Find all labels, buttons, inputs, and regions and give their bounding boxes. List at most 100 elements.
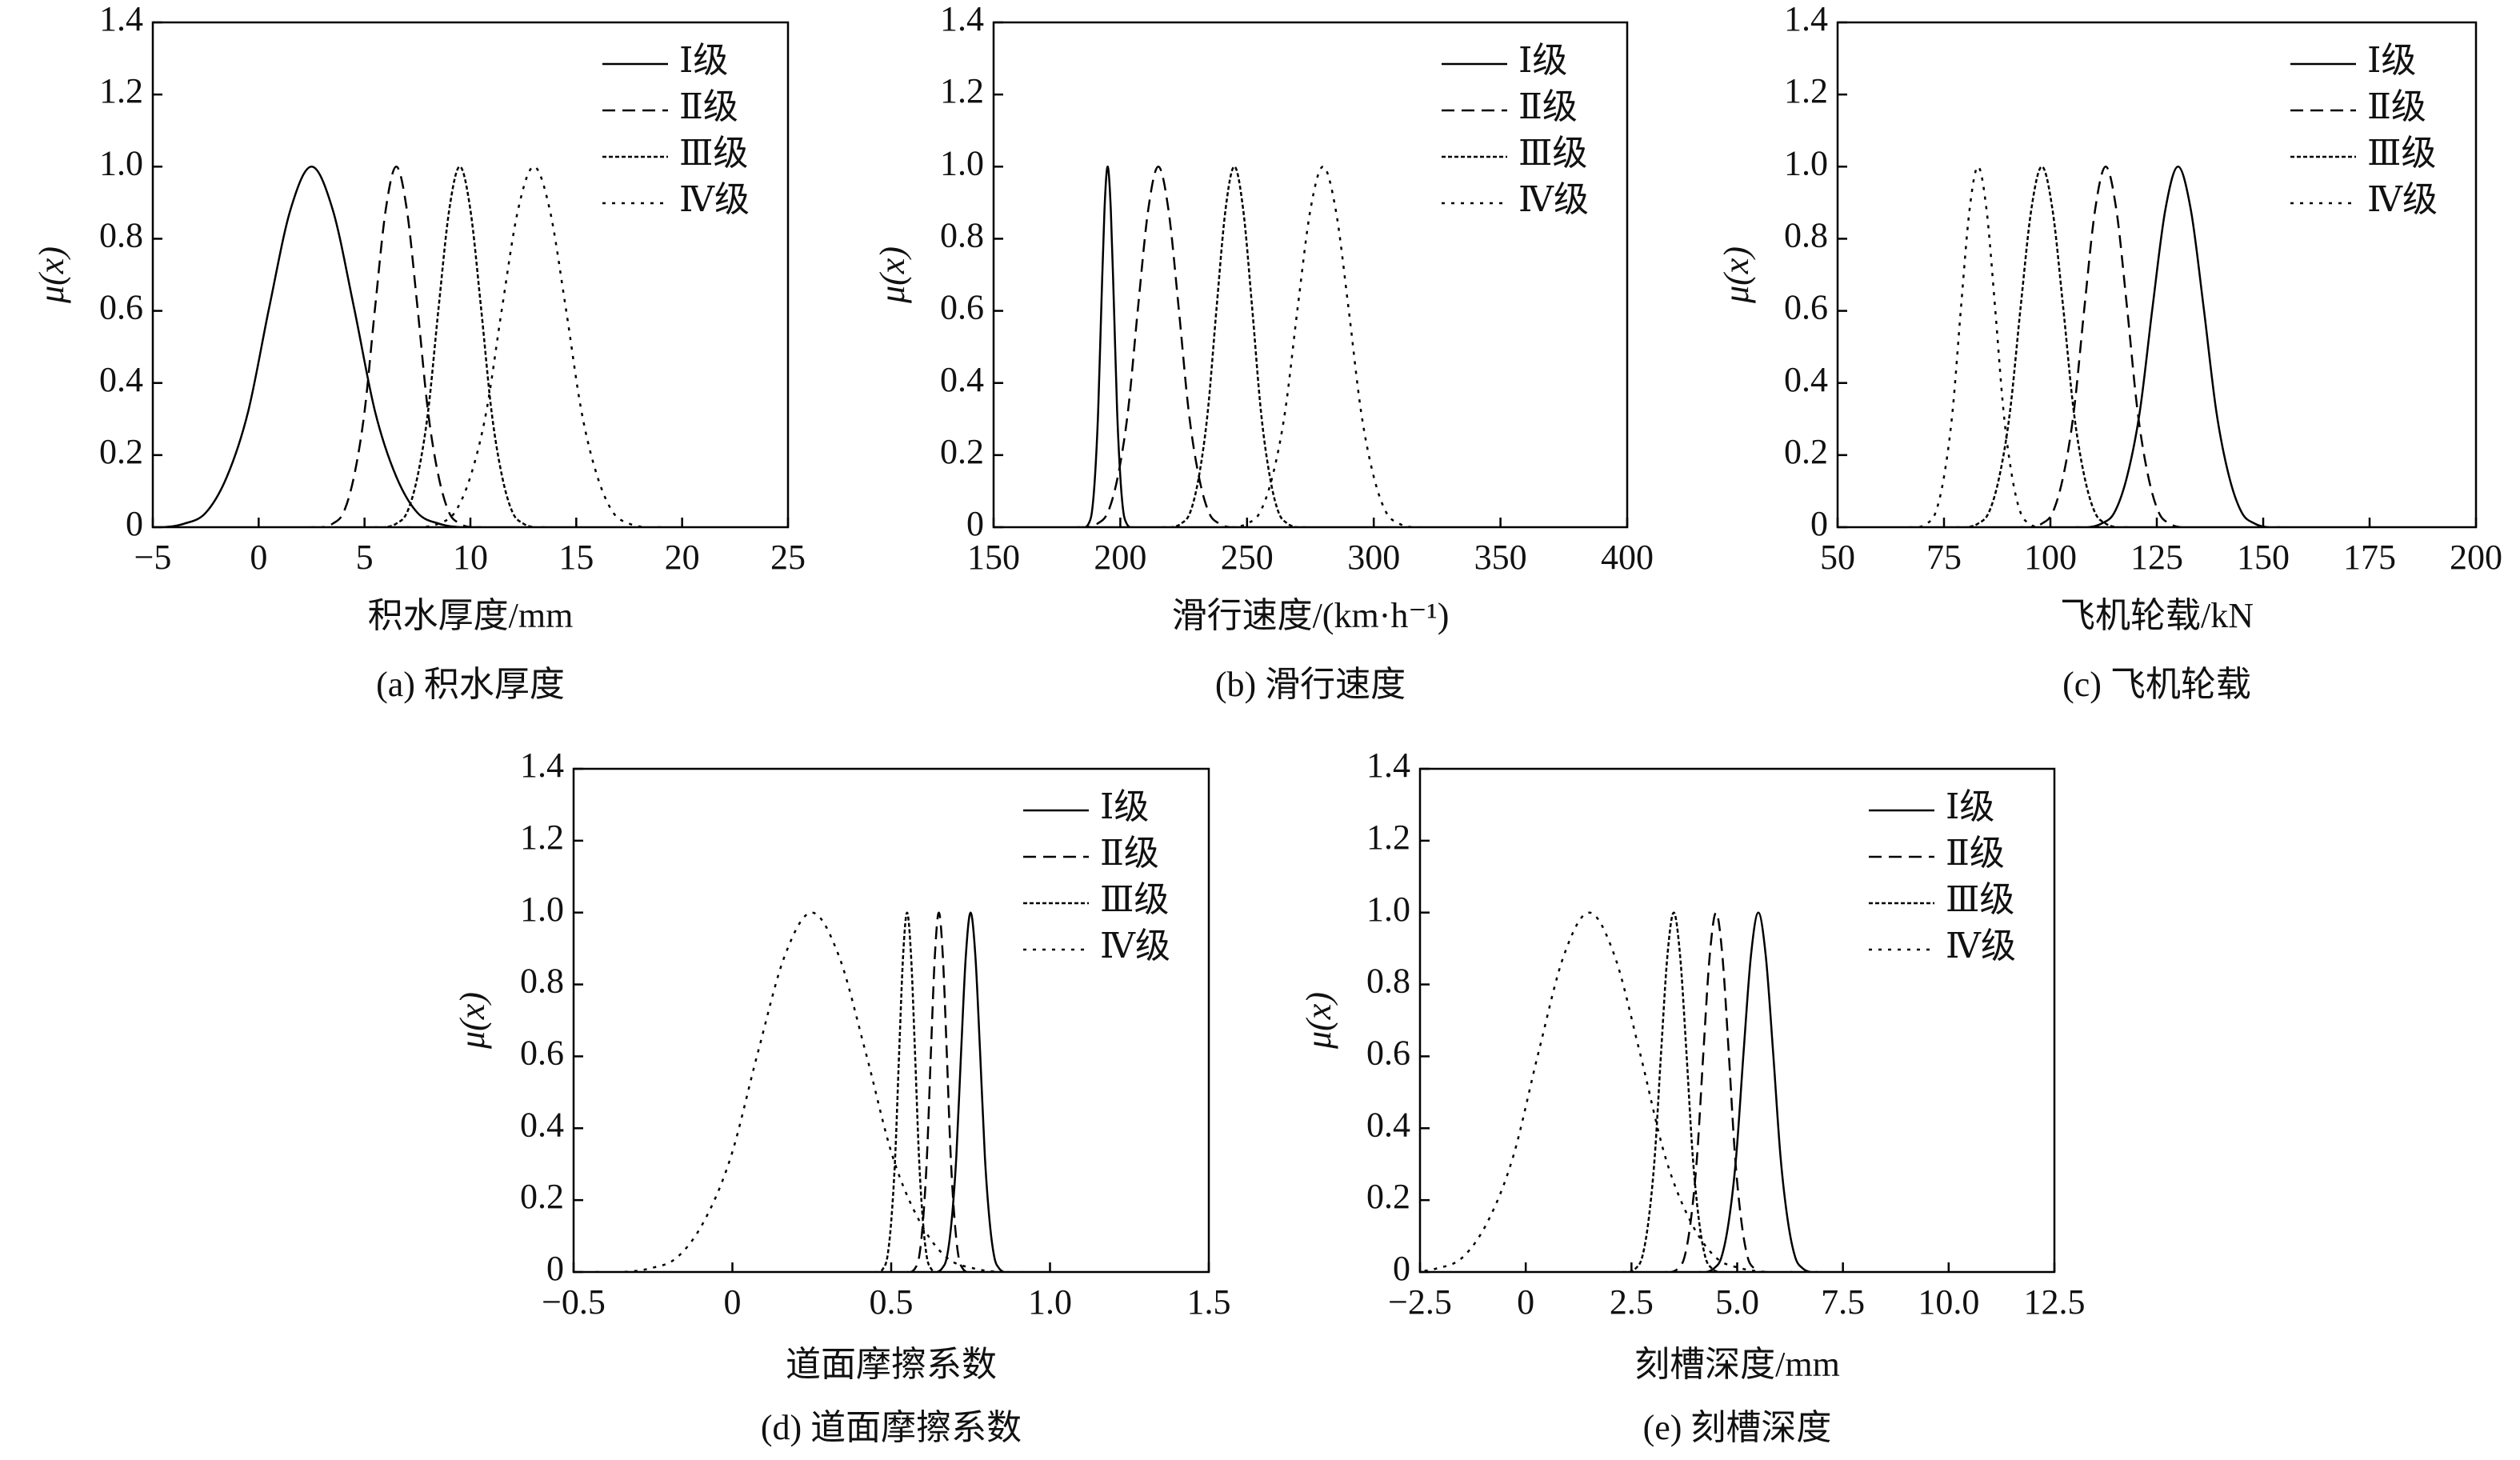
subplot: 00.20.40.60.81.01.21.4−5 0 5 10 15 20 25积水厚度/m… [32,0,806,704]
subplot-caption: (c) 飞机轮载 [2062,665,2251,704]
x-axis-label: 飞机轮载/kN [2060,596,2254,635]
legend-label: Ⅲ级 [2367,134,2436,173]
y-tick-label: 0.4 [520,1105,564,1144]
legend-label: Ⅲ级 [1946,880,2014,919]
legend-label: Ⅰ级 [2367,41,2416,80]
legend-label: Ⅱ级 [2367,87,2426,126]
x-tick-label: 75 [1926,538,1962,577]
subplot: 00.20.40.60.81.01.21.4−2.5 0 2.5 5.0 7.5 10.0… [1299,746,2085,1447]
x-tick-label: 1.5 [1187,1282,1231,1322]
series-line [1665,911,1767,1272]
y-tick-label: 0 [966,504,984,543]
series-line [2075,166,2281,527]
x-tick-label: −5 [134,538,172,577]
x-tick-label: −2.5 [1388,1282,1452,1322]
x-tick-label: 2.5 [1610,1282,1654,1322]
y-tick-label: 0.6 [1366,1034,1410,1073]
y-tick-label: 0.2 [520,1177,564,1216]
y-tick-label: 0.2 [99,432,143,471]
y-tick-label: 1.4 [99,0,143,38]
subplot-caption: (d) 道面摩擦系数 [761,1408,1022,1447]
x-tick-label: 20 [665,538,700,577]
y-tick-label: 1.0 [520,890,564,929]
x-tick-label: 100 [2024,538,2077,577]
y-tick-label: 1.4 [1366,746,1410,785]
series-line [1910,166,2046,527]
x-tick-label: 250 [1221,538,1274,577]
subplot-caption: (b) 滑行速度 [1215,665,1406,704]
y-tick-label: 0 [126,504,143,543]
x-tick-label: 150 [967,538,1020,577]
x-tick-label: 10.0 [1918,1282,1979,1322]
series-line [1698,911,1818,1272]
legend-label: Ⅰ级 [679,41,728,80]
x-tick-label: 400 [1601,538,1654,577]
y-tick-label: 0.6 [940,288,984,327]
legend-label: Ⅰ级 [1518,41,1567,80]
x-tick-label: 7.5 [1821,1282,1865,1322]
legend-label: Ⅱ级 [1518,87,1578,126]
y-tick-label: 0.6 [1784,288,1828,327]
y-axis-label: μ(x) [32,246,71,304]
y-axis-label: μ(x) [453,992,492,1050]
y-tick-label: 0.2 [1784,432,1828,471]
series-line [1077,166,1240,527]
legend-label: Ⅳ级 [679,180,750,219]
subplot-caption: (a) 积水厚度 [376,665,565,704]
x-tick-label: 1.0 [1028,1282,1072,1322]
x-tick-label: 300 [1347,538,1400,577]
y-tick-label: 0.2 [940,432,984,471]
y-tick-label: 1.4 [520,746,564,785]
y-tick-label: 0 [1393,1249,1410,1288]
y-tick-label: 0.4 [940,360,984,399]
series-line [906,911,971,1272]
y-tick-label: 1.2 [520,818,564,857]
series-line [406,166,662,527]
series-line [1622,911,1725,1272]
legend-label: Ⅱ级 [679,87,738,126]
series-line [1956,166,2127,527]
y-tick-label: 1.0 [99,143,143,182]
legend-label: Ⅱ级 [1946,834,2005,873]
x-tick-label: 0 [724,1282,742,1322]
legend-label: Ⅰ级 [1100,787,1149,826]
x-axis-label: 滑行速度/(km·h⁻¹) [1172,596,1450,635]
x-tick-label: 50 [1820,538,1855,577]
legend-label: Ⅲ级 [679,134,748,173]
x-tick-label: −0.5 [542,1282,606,1322]
series-line [374,166,545,527]
y-axis-label: μ(x) [873,246,912,304]
x-axis-label: 刻槽深度/mm [1634,1345,1840,1384]
x-tick-label: 125 [2130,538,2183,577]
x-axis-label: 道面摩擦系数 [786,1345,997,1384]
y-tick-label: 1.2 [940,71,984,110]
y-tick-label: 1.0 [1366,890,1410,929]
legend-label: Ⅲ级 [1518,134,1587,173]
y-tick-label: 0.8 [99,216,143,255]
x-tick-label: 150 [2237,538,2290,577]
y-tick-label: 0.8 [1784,216,1828,255]
y-tick-label: 1.2 [1784,71,1828,110]
legend-label: Ⅳ级 [1518,180,1589,219]
y-tick-label: 0.2 [1366,1177,1410,1216]
legend-label: Ⅳ级 [1100,926,1170,966]
y-axis-label: μ(x) [1717,246,1756,304]
y-tick-label: 0.4 [1784,360,1828,399]
y-tick-label: 0.4 [1366,1105,1410,1144]
subplot: 00.20.40.60.81.01.21.4−0.5 0 0.5 1.0 1.5道面摩擦… [453,746,1230,1447]
plot-frame [992,21,1629,529]
x-tick-label: 15 [558,538,594,577]
y-tick-label: 1.4 [940,0,984,38]
x-tick-label: 5.0 [1715,1282,1759,1322]
x-tick-label: 10 [453,538,488,577]
y-tick-label: 0.8 [520,962,564,1001]
y-tick-label: 0.8 [940,216,984,255]
legend-label: Ⅲ级 [1100,880,1169,919]
x-tick-label: 12.5 [2024,1282,2086,1322]
x-tick-label: 5 [356,538,374,577]
series-line [1082,166,1134,527]
x-axis-label: 积水厚度/mm [368,596,574,635]
series-line [1163,166,1306,527]
legend-label: Ⅳ级 [1946,926,2016,966]
